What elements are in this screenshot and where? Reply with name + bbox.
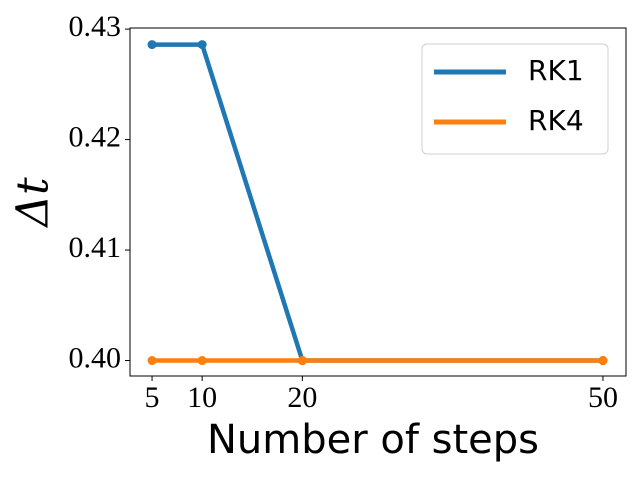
x-tick-label: 20 xyxy=(287,381,317,414)
y-tick-label: 0.43 xyxy=(69,10,122,43)
point xyxy=(197,356,207,366)
point xyxy=(598,356,608,366)
y-tick-label: 0.40 xyxy=(69,341,122,374)
y-tick-label: 0.41 xyxy=(69,231,122,264)
legend-label: RK1 xyxy=(528,54,584,87)
y-tick-label: 0.42 xyxy=(69,120,122,153)
x-tick-label: 50 xyxy=(588,381,618,414)
point xyxy=(297,356,307,366)
x-tick-label: 5 xyxy=(145,381,160,414)
x-axis-label: Number of steps xyxy=(207,417,539,463)
point xyxy=(197,40,207,50)
x-tick-label: 10 xyxy=(187,381,217,414)
point xyxy=(147,356,157,366)
legend: RK1 RK4 xyxy=(421,43,609,155)
legend-label: RK4 xyxy=(528,104,584,137)
plot-frame xyxy=(129,27,627,377)
point xyxy=(147,40,157,50)
y-axis-label: Δt xyxy=(8,177,59,229)
